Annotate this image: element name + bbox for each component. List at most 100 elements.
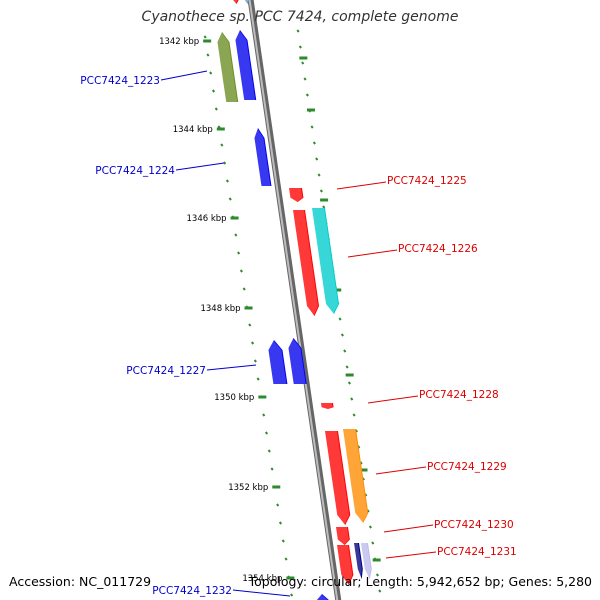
gene-label-pcc7424-1223: PCC7424_1223 <box>80 75 160 87</box>
label-line-pcc7424-1223 <box>160 70 208 81</box>
scale-dot-right <box>345 365 349 369</box>
scale-label: 1346 kbp <box>187 214 227 224</box>
scale-dot-left <box>284 557 288 561</box>
scale-label: 1354 kbp <box>242 574 282 584</box>
gene-pcc7424-1227-block-b-sheen <box>287 338 306 384</box>
gene-red-large-block <box>293 210 320 316</box>
label-line-pcc7424-1225 <box>336 181 387 190</box>
scale-dot-left <box>281 539 285 543</box>
label-line-pcc7424-1230 <box>383 524 434 533</box>
gene-pcc7424-1227-block-a-sheen <box>267 340 287 384</box>
gene-pcc7424-1231-block <box>337 545 354 585</box>
gene-navy-block <box>354 543 363 579</box>
gene-pcc7424-1228-block <box>321 403 334 409</box>
backbone-highlight <box>248 0 339 600</box>
gene-label-pcc7424-1230: PCC7424_1230 <box>434 519 514 531</box>
scale-dot-left <box>242 287 246 291</box>
scale-dot-left <box>234 233 238 237</box>
gene-label-pcc7424-1229: PCC7424_1229 <box>427 461 507 473</box>
gene-pcc7424-1229-block-sheen <box>342 429 368 523</box>
scale-label: 1344 kbp <box>173 125 213 135</box>
gene-pcc7424-1227-block-b <box>288 338 307 384</box>
scale-dot-right <box>378 589 382 593</box>
scale-dot-left <box>203 35 207 39</box>
gene-pcc7424-1223-block-sheen <box>216 32 238 102</box>
gene-pcc7424-1224-block-sheen <box>253 128 271 186</box>
gene-label-pcc7424-1232: PCC7424_1232 <box>152 585 232 597</box>
gene-pcc7424-1229-block <box>343 429 369 523</box>
scale-dot-right <box>352 413 356 417</box>
label-line-pcc7424-1229 <box>375 466 427 475</box>
gene-pcc7424-1224-block <box>254 128 272 186</box>
scale-dot-left <box>239 269 243 273</box>
scale-dot-right <box>322 205 326 209</box>
scale-dot-right <box>310 125 314 129</box>
gene-pcc7424-1226-block <box>312 208 340 314</box>
label-line-pcc7424-1228 <box>367 395 419 404</box>
scale-dot-left <box>225 179 229 183</box>
gene-pcc7424-1232-block <box>316 594 329 600</box>
gene-pcc7424-1225-block <box>289 188 304 202</box>
scale-dot-left <box>264 431 269 435</box>
scale-dot-right <box>305 93 309 97</box>
label-line-pcc7424-1231 <box>385 551 437 559</box>
gene-red-lower-block-sheen <box>324 431 350 525</box>
label-line-pcc7424-1226 <box>347 249 398 258</box>
scale-dot-left <box>223 161 227 165</box>
gene-navy-block-sheen <box>353 543 362 579</box>
scale-dot-right <box>312 141 316 145</box>
gene-pcc7424-1226-block-sheen <box>311 208 339 314</box>
accession-text: Accession: NC_011729 <box>9 574 152 589</box>
scale-dot-right <box>298 45 302 49</box>
gene-partial-top-red-sheen <box>232 0 238 4</box>
gene-partial-top-steel <box>244 0 250 4</box>
topology-text: Topology: circular; Length: 5,942,652 bp… <box>248 574 592 589</box>
gene-label-pcc7424-1228: PCC7424_1228 <box>419 389 499 401</box>
gene-label-pcc7424-1224: PCC7424_1224 <box>95 165 175 177</box>
scale-dot-left <box>206 53 210 57</box>
gene-partial-top-red <box>233 0 239 4</box>
scale-dot-right <box>343 349 347 353</box>
gene-label-pcc7424-1231: PCC7424_1231 <box>437 546 517 558</box>
gene-pcc7424-1230-block-sheen <box>335 527 349 545</box>
scale-dot-left <box>256 377 260 381</box>
scale-dot-right <box>315 157 319 161</box>
scale-dot-left <box>209 71 213 75</box>
gene-pcc7424-1230-block <box>336 527 350 545</box>
scale-dot-left <box>237 251 241 255</box>
scale-dot-right <box>319 189 323 193</box>
gene-partial-top-steel-sheen <box>243 0 249 4</box>
scale-dot-left <box>248 323 252 327</box>
gene-pcc7424-1231-block-sheen <box>336 545 353 585</box>
backbone-layer <box>247 0 342 600</box>
scale-dot-right <box>303 77 307 81</box>
gene-label-pcc7424-1226: PCC7424_1226 <box>398 243 478 255</box>
scale-label: 1352 kbp <box>228 483 268 493</box>
scale-label: 1350 kbp <box>214 393 254 403</box>
scale-dot-left <box>262 413 266 417</box>
scale-dot-right <box>296 29 300 33</box>
label-line-pcc7424-1227 <box>206 364 257 371</box>
scale-dot-right <box>347 381 351 385</box>
gene-features-layer <box>216 0 372 600</box>
scale-dot-right <box>371 541 375 545</box>
gene-red-lower-block <box>325 431 351 525</box>
scale-dot-right <box>338 317 342 321</box>
gene-pcc7424-1227-block-a <box>268 340 288 384</box>
scale-label: 1342 kbp <box>159 37 199 47</box>
label-line-pcc7424-1224 <box>175 162 225 171</box>
label-lines-layer <box>160 70 437 597</box>
gene-blue-upper-block-sheen <box>234 30 256 100</box>
scale-dot-left <box>276 503 280 507</box>
scale-dot-right <box>350 397 354 401</box>
scale-dot-left <box>228 197 232 201</box>
scale-dot-right <box>340 333 344 337</box>
scale-dot-right <box>375 573 379 577</box>
label-line-pcc7424-1232 <box>232 589 291 597</box>
scale-dot-left <box>270 467 274 471</box>
scale-dot-left <box>253 359 257 363</box>
scale-dot-left <box>220 143 224 147</box>
scale-dot-left <box>211 89 216 93</box>
